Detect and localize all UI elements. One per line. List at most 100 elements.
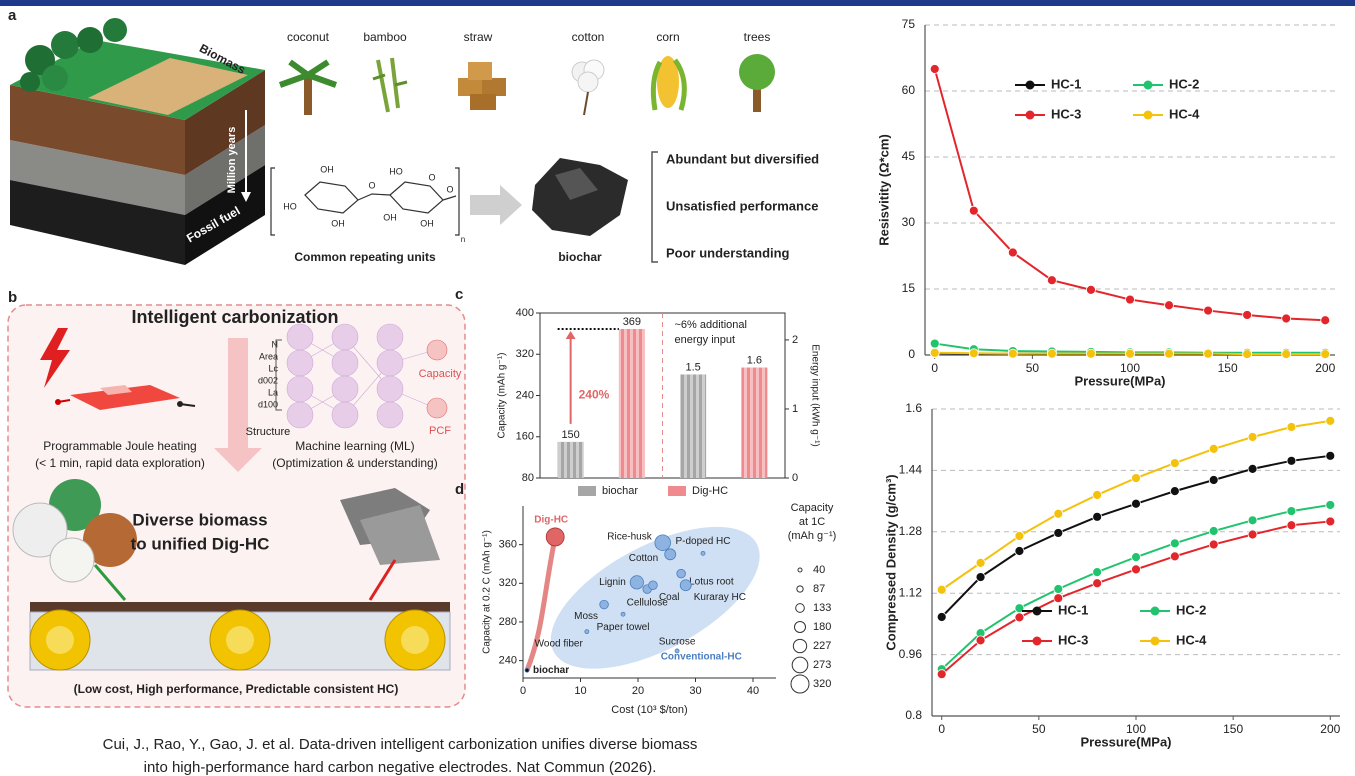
point-label: Sucrose <box>659 637 696 648</box>
x-tick-label: 0 <box>931 361 938 375</box>
flow-arrow <box>214 338 262 472</box>
bar-texture <box>557 441 584 478</box>
legend-marker <box>1032 636 1042 646</box>
point <box>664 548 677 561</box>
marker <box>1047 348 1057 359</box>
source-label: cotton <box>572 30 605 44</box>
point-label: Wood fiber <box>535 638 584 649</box>
x-tick-label: 100 <box>1126 722 1146 736</box>
marker <box>1169 551 1180 562</box>
marker <box>975 572 986 582</box>
citation: into high-performance hard carbon negati… <box>144 759 657 776</box>
panel-label: c <box>455 286 463 303</box>
marker <box>1125 294 1135 305</box>
point <box>679 579 692 592</box>
panel-a-part <box>10 180 185 265</box>
x-tick-label: 0 <box>938 722 945 736</box>
value-label: 369 <box>623 316 641 328</box>
source-label: trees <box>744 30 771 44</box>
marker <box>1007 247 1018 258</box>
region <box>550 526 760 669</box>
point-label: Kuraray HC <box>694 592 746 603</box>
marker <box>1247 515 1258 526</box>
annotation: ~6% additional <box>675 319 747 331</box>
x-tick-label: 100 <box>1120 361 1140 375</box>
atom: OH <box>331 218 345 228</box>
point-label: biochar <box>533 665 569 676</box>
y-tick-label: 0.96 <box>899 647 923 661</box>
line <box>941 520 1331 675</box>
y-tick-label: 1.12 <box>899 585 923 599</box>
biochar-image <box>532 158 628 236</box>
atom: HO <box>389 166 403 176</box>
legend-marker <box>1143 80 1153 90</box>
point <box>629 575 644 590</box>
legend-label: HC-4 <box>1176 632 1207 647</box>
ml-output: Capacity <box>419 368 462 380</box>
lightning <box>40 328 70 388</box>
marker <box>1053 508 1064 519</box>
marker <box>1086 348 1096 359</box>
size-legend-label: 227 <box>813 640 831 652</box>
marker <box>1053 528 1064 538</box>
marker <box>1247 432 1258 442</box>
ml-input: d100 <box>258 399 278 409</box>
marker <box>1131 564 1141 575</box>
source-icons-part <box>482 78 506 96</box>
point-label: Paper towel <box>597 622 650 633</box>
marker <box>1131 498 1141 509</box>
point-label: Moss <box>574 611 598 622</box>
y-tick-label: 400 <box>516 307 534 319</box>
unify-title: to unified Dig-HC <box>131 534 270 553</box>
size-legend-marker <box>796 585 804 593</box>
marker <box>1281 349 1292 360</box>
unify-title: Diverse biomass <box>132 510 267 529</box>
y-tick-label: 0.8 <box>905 708 922 722</box>
y-tick-label: 75 <box>902 17 916 31</box>
y-tick-label: 45 <box>902 149 916 163</box>
neural-net <box>286 323 448 429</box>
x-axis-title: Pressure(MPa) <box>1080 734 1171 749</box>
legend-label: Dig-HC <box>692 485 728 497</box>
panel-label: d <box>455 481 464 498</box>
size-legend-title: (mAh g⁻¹) <box>788 530 837 542</box>
neural-net-part <box>286 349 314 377</box>
y-tick-label: 240 <box>499 655 517 667</box>
y-tick-label: 320 <box>499 577 517 589</box>
marker <box>1325 500 1336 510</box>
marker <box>1325 415 1336 426</box>
marker <box>1325 516 1336 527</box>
molecule-part <box>304 181 359 214</box>
y-axis-title: Capacity at 0.2 C (mAh g⁻¹) <box>482 530 493 654</box>
source-icons-part <box>583 91 589 116</box>
structure-label: Structure <box>246 426 291 438</box>
marker <box>968 205 979 216</box>
conveyor <box>29 602 451 671</box>
size-legend-marker <box>791 656 809 674</box>
y-tick-label: 60 <box>902 83 916 97</box>
marker <box>1169 486 1180 497</box>
marker <box>1169 538 1180 549</box>
legend-swatch <box>668 486 686 496</box>
panel-b-part <box>55 399 61 405</box>
issue: Unsatisfied performance <box>666 198 818 213</box>
point <box>620 611 626 617</box>
marker <box>1047 275 1057 286</box>
marker <box>1247 529 1258 540</box>
marker <box>1208 526 1219 536</box>
point <box>584 629 590 635</box>
atom: O <box>368 180 375 190</box>
ml-input: La <box>268 387 278 397</box>
conveyor-part <box>46 626 74 654</box>
source-icons-part <box>376 57 400 113</box>
legend-swatch <box>578 486 596 496</box>
marker <box>1053 584 1064 594</box>
source-icons-part <box>372 73 408 87</box>
annotation: energy input <box>675 334 736 346</box>
heating-caption: (< 1 min, rapid data exploration) <box>35 456 205 470</box>
marker <box>1286 520 1297 531</box>
marker <box>1320 349 1331 360</box>
ml-output: PCF <box>429 425 451 437</box>
size-legend-marker <box>790 674 810 694</box>
atom: O <box>428 172 435 182</box>
